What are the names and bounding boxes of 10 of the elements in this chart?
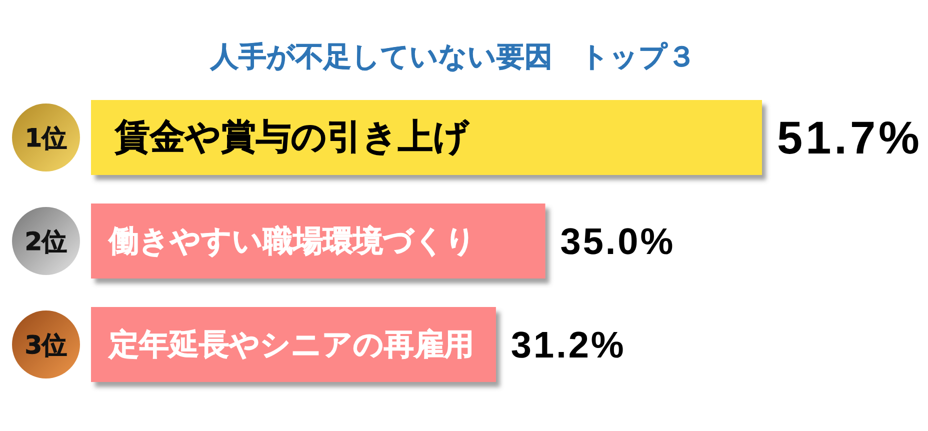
y-tick-label: 働きやすい職場環境づくり: [108, 224, 476, 258]
y-tick-label: 定年延長やシニアの再雇用: [108, 327, 474, 362]
text: 3位: [24, 330, 68, 359]
text: 1位: [24, 123, 68, 152]
data-label: 31.2%: [510, 324, 626, 365]
y-tick-label: 賃金や賞与の引き上げ: [114, 118, 470, 158]
chart-title: 人手が不足していない要因 トップ３: [210, 40, 696, 73]
data-label: 51.7%: [777, 112, 922, 164]
text: 2位: [24, 226, 68, 256]
data-label: 35.0%: [560, 220, 676, 262]
